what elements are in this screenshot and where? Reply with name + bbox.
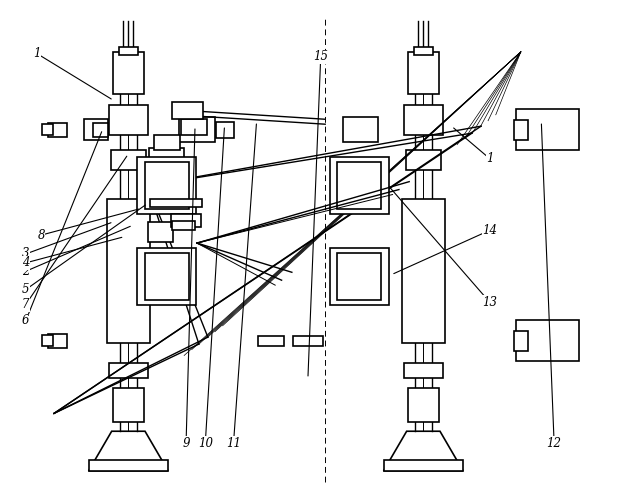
Text: 13: 13: [482, 296, 498, 309]
Text: 6: 6: [22, 314, 30, 327]
FancyBboxPatch shape: [401, 200, 445, 343]
FancyBboxPatch shape: [106, 200, 150, 343]
FancyBboxPatch shape: [113, 52, 144, 94]
FancyBboxPatch shape: [113, 388, 144, 422]
Text: 15: 15: [313, 50, 328, 63]
Text: 1: 1: [33, 47, 41, 60]
FancyBboxPatch shape: [149, 200, 202, 207]
Text: 14: 14: [482, 224, 498, 237]
FancyBboxPatch shape: [109, 363, 147, 378]
FancyBboxPatch shape: [181, 119, 207, 135]
FancyBboxPatch shape: [404, 363, 442, 378]
FancyBboxPatch shape: [145, 252, 189, 300]
FancyBboxPatch shape: [330, 157, 389, 214]
FancyBboxPatch shape: [514, 120, 528, 139]
FancyBboxPatch shape: [48, 334, 68, 348]
Text: 4: 4: [22, 256, 30, 269]
FancyBboxPatch shape: [171, 214, 202, 227]
FancyBboxPatch shape: [147, 222, 173, 242]
Text: 3: 3: [22, 248, 30, 260]
FancyBboxPatch shape: [137, 248, 196, 305]
FancyBboxPatch shape: [43, 124, 53, 135]
Text: 11: 11: [226, 437, 241, 450]
FancyBboxPatch shape: [337, 252, 381, 300]
FancyBboxPatch shape: [43, 335, 53, 346]
FancyBboxPatch shape: [330, 248, 389, 305]
FancyBboxPatch shape: [258, 336, 283, 346]
FancyBboxPatch shape: [172, 102, 203, 119]
FancyBboxPatch shape: [118, 47, 138, 55]
FancyBboxPatch shape: [516, 110, 579, 150]
FancyBboxPatch shape: [413, 47, 433, 55]
FancyBboxPatch shape: [216, 122, 234, 137]
FancyBboxPatch shape: [337, 162, 381, 209]
FancyBboxPatch shape: [384, 461, 463, 471]
FancyBboxPatch shape: [408, 52, 439, 94]
FancyBboxPatch shape: [48, 123, 68, 136]
Polygon shape: [384, 431, 463, 471]
FancyBboxPatch shape: [93, 123, 108, 136]
Polygon shape: [89, 431, 168, 471]
FancyBboxPatch shape: [109, 106, 147, 135]
FancyBboxPatch shape: [89, 461, 168, 471]
FancyBboxPatch shape: [111, 150, 146, 170]
FancyBboxPatch shape: [84, 119, 108, 140]
FancyBboxPatch shape: [149, 148, 184, 172]
FancyBboxPatch shape: [154, 134, 180, 150]
FancyBboxPatch shape: [406, 150, 441, 170]
FancyBboxPatch shape: [514, 331, 528, 351]
Text: 5: 5: [22, 283, 30, 296]
FancyBboxPatch shape: [404, 106, 442, 135]
FancyBboxPatch shape: [408, 388, 439, 422]
FancyBboxPatch shape: [516, 320, 579, 361]
Text: 2: 2: [22, 265, 30, 278]
Text: 9: 9: [182, 437, 190, 450]
FancyBboxPatch shape: [179, 117, 214, 142]
FancyBboxPatch shape: [145, 162, 189, 209]
FancyBboxPatch shape: [172, 221, 195, 230]
Text: 8: 8: [37, 229, 45, 242]
FancyBboxPatch shape: [343, 117, 378, 142]
Text: 7: 7: [22, 298, 30, 311]
Text: 1: 1: [486, 152, 494, 165]
FancyBboxPatch shape: [292, 336, 323, 346]
Text: 10: 10: [198, 437, 213, 450]
Text: 12: 12: [547, 437, 562, 450]
FancyBboxPatch shape: [137, 157, 196, 214]
